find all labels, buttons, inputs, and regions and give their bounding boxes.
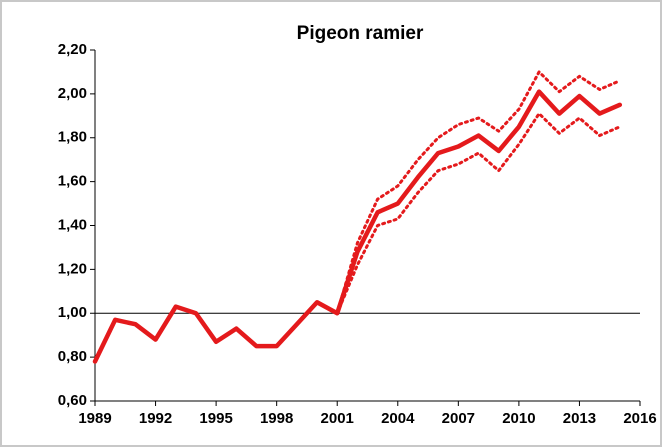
y-tick-label: 2,20 xyxy=(58,41,87,58)
y-tick-label: 0,60 xyxy=(58,392,87,409)
series-line xyxy=(335,70,622,315)
y-tick-label: 1,20 xyxy=(58,260,87,277)
y-tick-label: 1,00 xyxy=(58,304,87,321)
y-tick-label: 1,40 xyxy=(58,216,87,233)
y-tick-label: 1,60 xyxy=(58,173,87,190)
series-line xyxy=(335,112,622,315)
x-tick-label: 2010 xyxy=(502,410,535,427)
x-tick-label: 2016 xyxy=(623,410,656,427)
x-tick-label: 1998 xyxy=(260,410,293,427)
y-tick-label: 2,00 xyxy=(58,85,87,102)
x-tick-label: 2007 xyxy=(442,410,475,427)
x-tick-label: 2001 xyxy=(321,410,354,427)
y-tick-label: 1,80 xyxy=(58,129,87,146)
x-tick-label: 2013 xyxy=(563,410,596,427)
x-tick-label: 2004 xyxy=(381,410,415,427)
y-tick-label: 0,80 xyxy=(58,348,87,365)
series-line xyxy=(92,89,623,364)
x-tick-label: 1995 xyxy=(199,410,232,427)
x-tick-label: 1989 xyxy=(78,410,111,427)
chart-title: Pigeon ramier xyxy=(297,23,424,44)
x-tick-label: 1992 xyxy=(139,410,172,427)
